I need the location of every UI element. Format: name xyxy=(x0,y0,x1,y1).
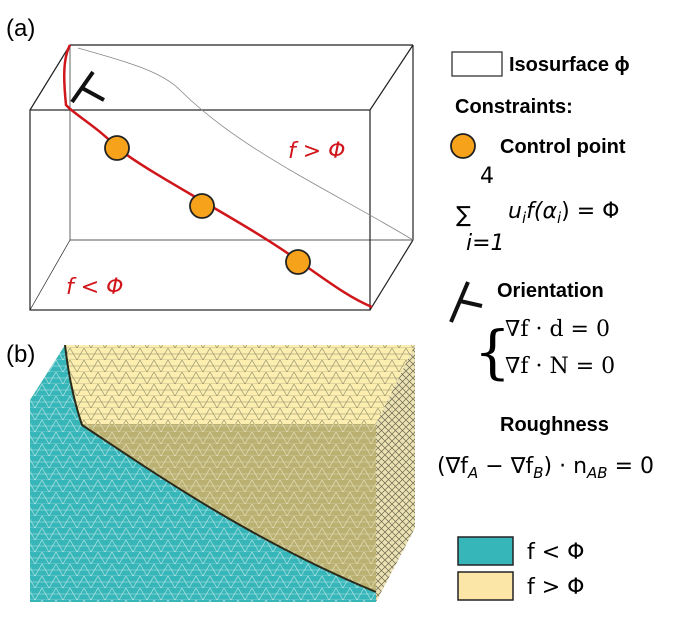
legend-label: f > Φ xyxy=(527,575,584,600)
legend-label: Orientation xyxy=(497,280,604,302)
isosurface-curve xyxy=(64,45,372,307)
orientation-icon xyxy=(451,282,482,322)
math-part: B xyxy=(533,464,543,482)
math-part: AB xyxy=(586,464,608,482)
sum-expression: uif(αi) = Φ xyxy=(508,199,619,227)
math-part: f( xyxy=(526,199,544,224)
math-part: (∇f xyxy=(437,454,469,479)
roughness-equation: (∇fA − ∇fB) · nAB = 0 xyxy=(437,454,654,482)
figure: (a) f > Φ f < Φ (b) Isosurface ϕ Constra… xyxy=(0,0,673,628)
math-part: α xyxy=(542,199,557,224)
math-part: ) = Φ xyxy=(561,199,619,224)
isosurface-swatch xyxy=(452,52,502,76)
equation: ∇f · N = 0 xyxy=(505,354,615,379)
legend-swatch xyxy=(458,572,513,600)
box xyxy=(30,45,413,310)
math-part: u xyxy=(508,199,522,224)
legend-label: Roughness xyxy=(500,414,609,436)
orientation-glyph xyxy=(72,72,104,102)
control-points xyxy=(105,136,310,274)
sum-upper: 4 xyxy=(480,164,494,189)
panel-label: (b) xyxy=(6,341,35,368)
mesh-block xyxy=(30,345,415,602)
control-point-icon xyxy=(451,134,475,158)
panel-label: (a) xyxy=(6,15,35,42)
legend-label: Control point xyxy=(500,136,626,158)
sum-operator: ∑ xyxy=(456,203,471,228)
region-label: f < Φ xyxy=(66,275,123,300)
equation: ∇f · d = 0 xyxy=(505,317,610,342)
legend-label: f < Φ xyxy=(527,540,584,565)
math-part: = 0 xyxy=(608,454,654,479)
legend-swatch xyxy=(458,537,513,565)
legend-label: Isosurface ϕ xyxy=(509,54,630,76)
legend-heading: Constraints: xyxy=(455,96,573,118)
math-part: − ∇f xyxy=(478,454,534,479)
math-part: A xyxy=(467,464,478,482)
region-label: f > Φ xyxy=(288,139,345,164)
sum-lower: i=1 xyxy=(466,231,505,256)
math-part: ) · n xyxy=(544,454,588,479)
